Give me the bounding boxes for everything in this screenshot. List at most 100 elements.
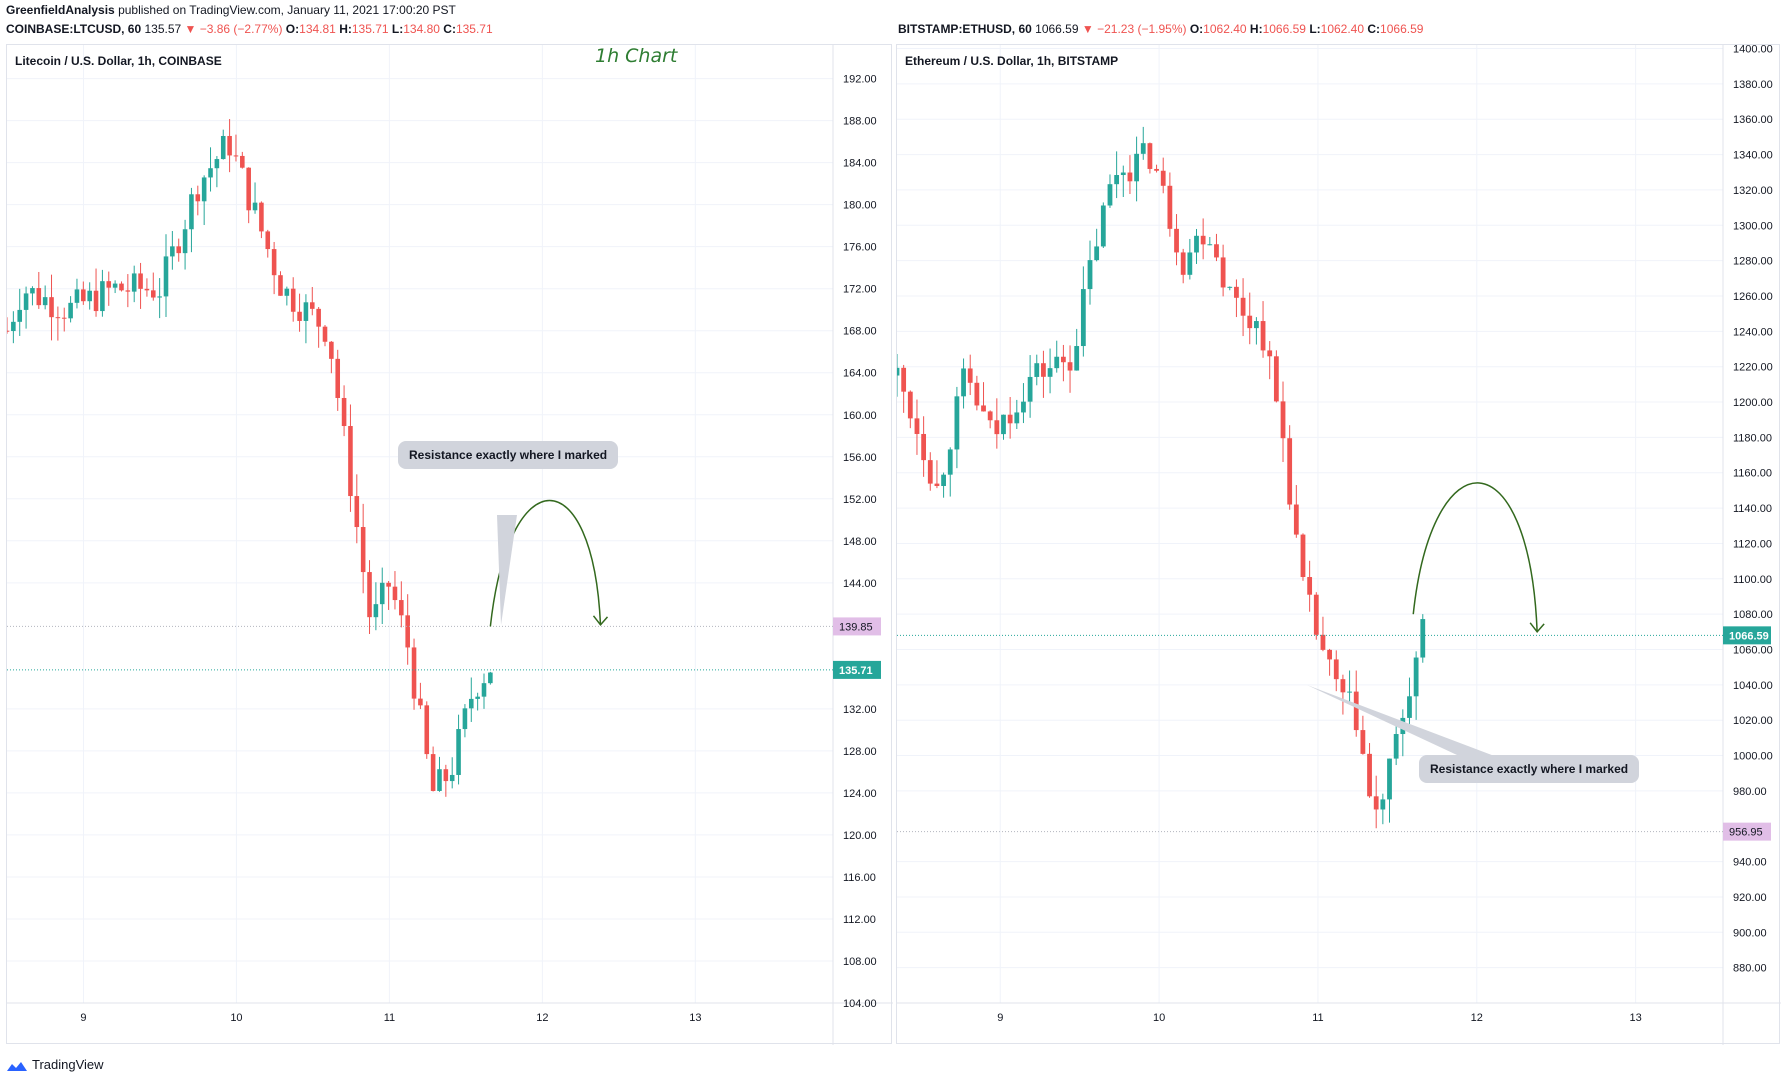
quote-line-ltc: COINBASE:LTCUSD, 60 135.57 ▼ −3.86 (−2.7…	[6, 19, 493, 39]
y-tick-label: 1200.00	[1733, 397, 1773, 409]
y-tick-label: 116.00	[843, 872, 876, 884]
candle-body	[201, 177, 207, 202]
y-tick-label: 148.00	[843, 536, 877, 548]
y-tick-label: 1180.00	[1733, 432, 1772, 444]
x-tick-label: 11	[384, 1012, 395, 1024]
candle-body	[1227, 286, 1233, 288]
low-eth: 1062.40	[1320, 22, 1365, 36]
chart-title-ltc: Litecoin / U.S. Dollar, 1h, COINBASE	[15, 54, 222, 68]
candle-body	[93, 290, 99, 312]
candle-body	[1100, 205, 1106, 247]
candle-body	[284, 288, 290, 296]
y-tick-label: 132.00	[843, 704, 877, 716]
symbol-eth: BITSTAMP:ETHUSD, 60	[898, 22, 1032, 36]
candle-body	[360, 527, 366, 573]
quote-line-eth: BITSTAMP:ETHUSD, 60 1066.59 ▼ −21.23 (−1…	[898, 19, 1423, 39]
candle-body	[220, 135, 226, 160]
candle-body	[1021, 401, 1026, 413]
candle-body	[1267, 350, 1273, 357]
high-eth: 1066.59	[1262, 22, 1306, 36]
candle-body	[170, 246, 175, 257]
marker-price-badge	[833, 617, 881, 636]
y-tick-label: 1020.00	[1733, 715, 1773, 727]
candle-body	[1307, 577, 1313, 595]
tradingview-footer[interactable]: TradingView	[6, 1055, 104, 1075]
candle-body	[1220, 257, 1226, 288]
candle-body	[1273, 356, 1279, 402]
high-label-ltc: H:	[339, 22, 352, 36]
candle-body	[316, 308, 321, 327]
candle-body	[974, 382, 980, 406]
marker-price-label: 139.85	[839, 621, 873, 633]
candle-body	[1287, 438, 1293, 505]
candle-body	[278, 275, 283, 296]
y-tick-label: 1300.00	[1733, 220, 1773, 232]
candle-body	[144, 288, 150, 291]
candle-body	[246, 167, 251, 211]
chart-pane-eth[interactable]: 880.00 900.00 920.00 940.00 980.00 1000.00 102…	[896, 44, 1781, 1045]
resistance-callout-eth[interactable]: Resistance exactly where I marked	[1419, 755, 1640, 783]
candle-body	[1187, 252, 1193, 275]
y-tick-label: 188.00	[843, 116, 877, 128]
resistance-callout-ltc[interactable]: Resistance exactly where I marked	[398, 441, 619, 469]
candle-body	[1014, 412, 1020, 424]
candle-body	[1007, 414, 1013, 424]
candle-body	[481, 683, 487, 697]
candle-body	[322, 326, 328, 342]
candle-body	[456, 729, 461, 775]
high-ltc: 135.71	[351, 22, 389, 36]
candle-body	[1393, 734, 1399, 759]
close-label-ltc: C:	[443, 22, 456, 36]
candle-body	[131, 273, 137, 292]
chart-canvas-eth[interactable]: 880.00 900.00 920.00 940.00 980.00 1000.00 102…	[897, 45, 1781, 1045]
candle-body	[74, 289, 80, 303]
candle-body	[1293, 504, 1299, 535]
open-eth: 1062.40	[1203, 22, 1247, 36]
candle-body	[335, 358, 341, 398]
candle-body	[424, 705, 430, 755]
candle-body	[1300, 534, 1306, 578]
callout-pointer	[497, 515, 517, 625]
change-eth: ▼ −21.23 (−1.95%)	[1081, 22, 1187, 36]
candle-body	[354, 496, 360, 528]
open-ltc: 134.81	[299, 22, 336, 36]
candle-body	[399, 600, 404, 616]
publish-date: published on TradingView.com, January 11…	[118, 3, 456, 17]
candle-body	[265, 231, 271, 250]
candle-body	[1174, 228, 1179, 253]
y-tick-label: 120.00	[843, 830, 877, 842]
x-tick-label: 10	[1153, 1012, 1165, 1024]
candle-body	[17, 309, 23, 322]
candle-body	[405, 615, 410, 648]
y-tick-label: 1320.00	[1733, 185, 1773, 197]
candle-body	[392, 586, 398, 601]
candle-body	[1107, 184, 1113, 206]
candle-body	[1407, 696, 1412, 718]
candle-body	[418, 698, 423, 706]
publish-header: GreenfieldAnalysis published on TradingV…	[0, 0, 1786, 20]
x-tick-label: 12	[1471, 1012, 1483, 1024]
candle-body	[1200, 235, 1206, 245]
candle-body	[981, 405, 986, 412]
candle-body	[1333, 659, 1339, 680]
candle-body	[36, 288, 42, 306]
candle-body	[106, 281, 112, 288]
candle-body	[1313, 594, 1319, 635]
chart-pane-ltc[interactable]: 104.00 108.00 112.00 116.00 120.00 124.00 128.…	[6, 44, 893, 1045]
candle-body	[1047, 368, 1053, 377]
candle-body	[163, 256, 169, 297]
candle-body	[1367, 753, 1372, 797]
candle-body	[1154, 168, 1159, 171]
candle-body	[954, 396, 960, 450]
author-name[interactable]: GreenfieldAnalysis	[6, 3, 115, 17]
candle-body	[921, 433, 927, 461]
candle-body	[1160, 170, 1166, 186]
low-label-eth: L:	[1309, 22, 1321, 36]
candle-body	[1087, 260, 1093, 290]
y-tick-label: 900.00	[1733, 927, 1767, 939]
candle-body	[271, 249, 277, 276]
chart-canvas-ltc[interactable]: 104.00 108.00 112.00 116.00 120.00 124.00 128.…	[7, 45, 893, 1045]
candle-body	[49, 297, 54, 318]
y-tick-label: 980.00	[1733, 786, 1767, 798]
chart-title-eth: Ethereum / U.S. Dollar, 1h, BITSTAMP	[905, 54, 1119, 68]
